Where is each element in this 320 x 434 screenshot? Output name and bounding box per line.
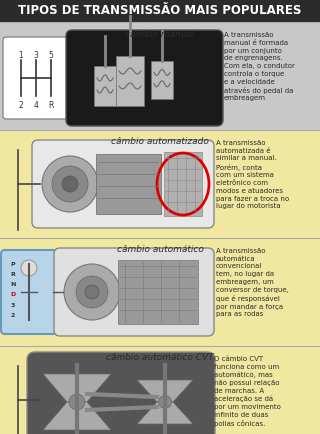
Text: 5: 5 — [49, 50, 53, 59]
Text: R: R — [48, 101, 54, 109]
Circle shape — [159, 396, 172, 408]
Circle shape — [21, 260, 37, 276]
Text: câmbio automatizado: câmbio automatizado — [111, 137, 209, 146]
Text: O câmbio CVT
funciona como um
automático, mas
não possui relação
de marchas. A
a: O câmbio CVT funciona como um automático… — [214, 356, 281, 427]
Polygon shape — [43, 402, 111, 430]
Text: 1: 1 — [19, 50, 23, 59]
Bar — [116, 56, 144, 106]
Bar — [0, 346, 320, 434]
Text: N: N — [10, 282, 16, 287]
Text: R: R — [11, 272, 15, 277]
Text: câmbio manual: câmbio manual — [125, 30, 195, 39]
Circle shape — [52, 166, 88, 202]
Text: A transmissão
automática
convencional
tem, no lugar da
embreagem, um
conversor d: A transmissão automática convencional te… — [216, 248, 289, 317]
Text: A transmissão
automatizada é
similar a manual.
Porém, conta
com um sistema
eletr: A transmissão automatizada é similar a m… — [216, 140, 289, 209]
Text: 3: 3 — [34, 50, 38, 59]
Bar — [118, 260, 198, 324]
Text: câmbio automático: câmbio automático — [116, 245, 204, 254]
FancyBboxPatch shape — [3, 37, 69, 119]
Polygon shape — [43, 374, 111, 402]
Text: 3: 3 — [11, 303, 15, 308]
Bar — [164, 152, 202, 216]
Text: 2: 2 — [19, 101, 23, 109]
Text: 4: 4 — [34, 101, 38, 109]
Bar — [0, 130, 320, 238]
Text: câmbio automático CVT: câmbio automático CVT — [106, 353, 214, 362]
Bar — [0, 0, 320, 22]
Text: D: D — [10, 293, 16, 297]
Text: A transmissão
manual é formada
por um conjunto
de engrenagens.
Com ela, o condut: A transmissão manual é formada por um co… — [224, 32, 295, 102]
Polygon shape — [137, 380, 193, 402]
Bar — [151, 61, 173, 99]
Bar — [0, 238, 320, 346]
Circle shape — [62, 176, 78, 192]
FancyBboxPatch shape — [32, 140, 214, 228]
FancyBboxPatch shape — [66, 30, 223, 126]
Text: 2: 2 — [11, 313, 15, 318]
Text: TIPOS DE TRANSMISSÃO MAIS POPULARES: TIPOS DE TRANSMISSÃO MAIS POPULARES — [18, 4, 302, 17]
Polygon shape — [137, 402, 193, 424]
FancyBboxPatch shape — [1, 250, 57, 334]
Text: P: P — [11, 262, 15, 266]
Bar — [94, 66, 116, 106]
Circle shape — [64, 264, 120, 320]
Circle shape — [76, 276, 108, 308]
Circle shape — [85, 285, 99, 299]
FancyBboxPatch shape — [27, 352, 215, 434]
FancyBboxPatch shape — [54, 248, 214, 336]
Circle shape — [69, 394, 85, 410]
Circle shape — [42, 156, 98, 212]
Bar — [0, 22, 320, 130]
Bar — [96, 154, 161, 214]
